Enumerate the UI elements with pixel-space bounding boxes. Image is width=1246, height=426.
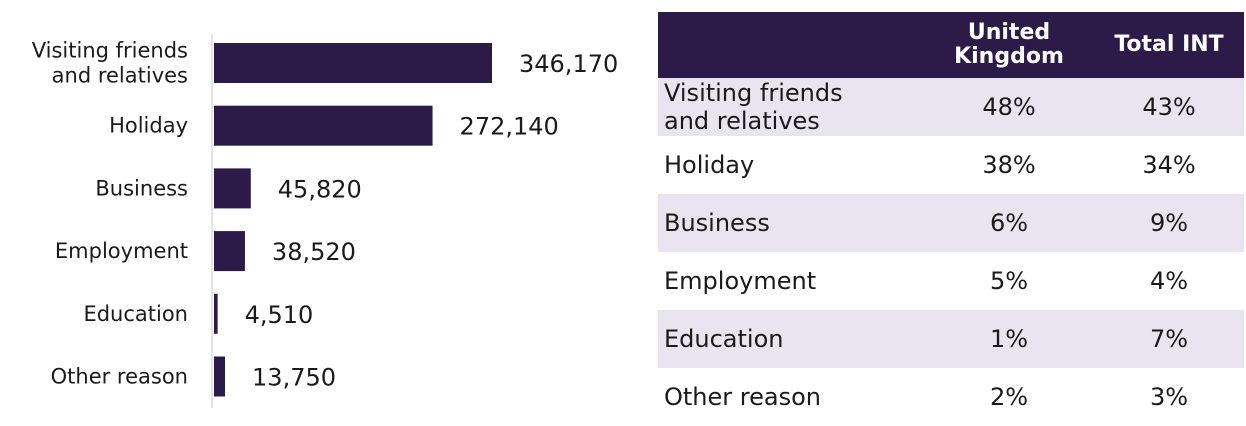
row-label: Other reason bbox=[658, 368, 924, 426]
bar bbox=[214, 43, 492, 83]
table-row: Other reason 2% 3% bbox=[658, 368, 1244, 426]
uk-share: 5% bbox=[924, 252, 1094, 310]
bar bbox=[214, 168, 251, 209]
data-label: 13,750 bbox=[252, 364, 336, 392]
category-label: Other reason bbox=[51, 365, 188, 389]
table-row: Education 1% 7% bbox=[658, 310, 1244, 368]
row-label: Education bbox=[658, 310, 924, 368]
total-int-share: 3% bbox=[1094, 368, 1244, 426]
data-label: 38,520 bbox=[272, 238, 356, 266]
uk-share: 2% bbox=[924, 368, 1094, 426]
total-int-share: 7% bbox=[1094, 310, 1244, 368]
uk-share: 48% bbox=[924, 78, 1094, 136]
uk-share: 38% bbox=[924, 136, 1094, 194]
uk-share: 1% bbox=[924, 310, 1094, 368]
bar bbox=[214, 105, 433, 146]
bar bbox=[214, 231, 245, 272]
table-header-row: United Kingdom Total INT bbox=[658, 12, 1244, 78]
table-row: Visiting friends and relatives 48% 43% bbox=[658, 78, 1244, 136]
table-row: Employment 5% 4% bbox=[658, 252, 1244, 310]
header-united-kingdom: United Kingdom bbox=[924, 12, 1094, 78]
header-blank bbox=[658, 12, 924, 78]
row-label: Holiday bbox=[658, 136, 924, 194]
table-row: Holiday 38% 34% bbox=[658, 136, 1244, 194]
row-label: Employment bbox=[658, 252, 924, 310]
row-label: Business bbox=[658, 194, 924, 252]
data-label: 272,140 bbox=[460, 113, 559, 141]
row-label: Visiting friends and relatives bbox=[658, 78, 924, 136]
category-label: and relatives bbox=[52, 64, 188, 88]
bar bbox=[214, 293, 218, 334]
table-row: Business 6% 9% bbox=[658, 194, 1244, 252]
category-label: Holiday bbox=[109, 114, 188, 138]
total-int-share: 43% bbox=[1094, 78, 1244, 136]
category-label: Employment bbox=[55, 239, 188, 263]
header-total-int: Total INT bbox=[1094, 12, 1244, 78]
total-int-share: 9% bbox=[1094, 194, 1244, 252]
total-int-share: 4% bbox=[1094, 252, 1244, 310]
data-label: 346,170 bbox=[519, 50, 618, 78]
uk-share: 6% bbox=[924, 194, 1094, 252]
category-label: Visiting friends bbox=[32, 39, 188, 63]
data-label: 45,820 bbox=[278, 175, 362, 203]
total-int-share: 34% bbox=[1094, 136, 1244, 194]
category-label: Business bbox=[95, 176, 188, 200]
bar bbox=[214, 356, 226, 397]
category-label: Education bbox=[83, 302, 188, 326]
data-label: 4,510 bbox=[245, 301, 314, 329]
purpose-share-table: United Kingdom Total INT Visiting friends… bbox=[658, 12, 1244, 426]
